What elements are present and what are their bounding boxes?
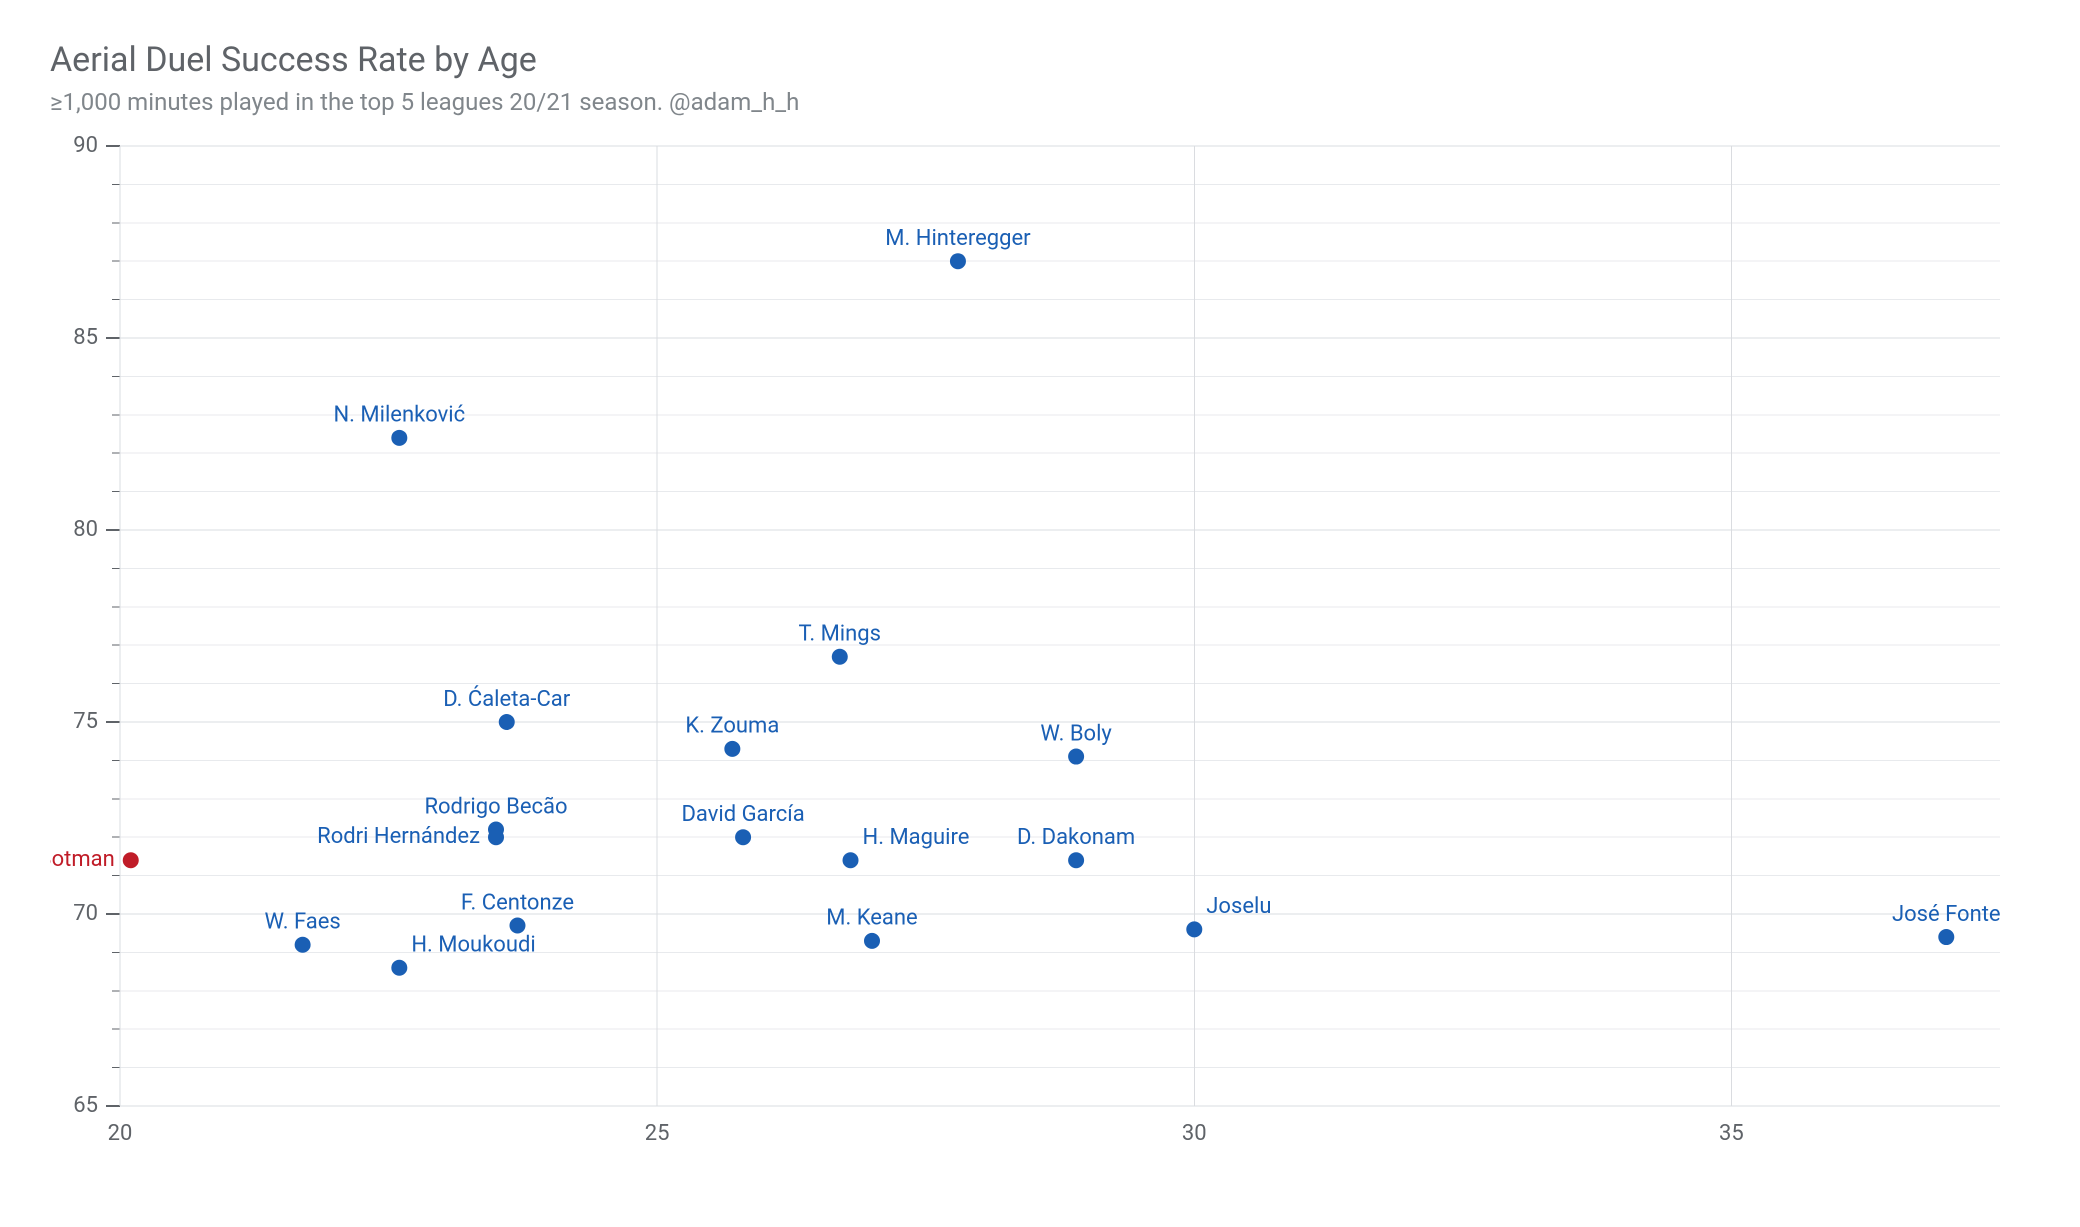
data-point bbox=[950, 253, 966, 269]
data-label: N. Milenković bbox=[333, 403, 465, 428]
y-tick-label: 80 bbox=[73, 517, 98, 542]
y-tick-label: 65 bbox=[73, 1093, 98, 1118]
data-label: D. Ćaleta-Car bbox=[443, 685, 570, 712]
data-point bbox=[843, 852, 859, 868]
data-label: W. Faes bbox=[265, 910, 341, 935]
data-point bbox=[499, 714, 515, 730]
data-label: S. Botman bbox=[50, 847, 115, 872]
plot-svg: 65 70 75 80 85 90 20 25 30 35 S. Botman W. Faes H. M… bbox=[50, 136, 2030, 1156]
data-label: Joselu bbox=[1206, 894, 1271, 919]
data-label: K. Zouma bbox=[685, 714, 779, 739]
data-label: T. Mings bbox=[799, 622, 881, 647]
data-point bbox=[1068, 749, 1084, 765]
data-label: F. Centonze bbox=[461, 890, 574, 915]
data-label: M. Hinteregger bbox=[885, 226, 1031, 251]
y-tick-label: 70 bbox=[73, 901, 98, 926]
data-point bbox=[391, 430, 407, 446]
chart-title: Aerial Duel Success Rate by Age bbox=[50, 40, 2030, 80]
x-tick-label: 35 bbox=[1719, 1121, 1744, 1146]
data-label: David García bbox=[681, 802, 804, 827]
chart-subtitle: ≥1,000 minutes played in the top 5 leagu… bbox=[50, 88, 2030, 116]
y-tick-label: 75 bbox=[73, 709, 98, 734]
data-point bbox=[1186, 921, 1202, 937]
data-label: M. Keane bbox=[826, 906, 917, 931]
data-point bbox=[1068, 852, 1084, 868]
x-tick-label: 30 bbox=[1182, 1121, 1207, 1146]
data-label: José Fonte bbox=[1892, 902, 2001, 927]
y-tick-label: 85 bbox=[73, 325, 98, 350]
data-point bbox=[488, 829, 504, 845]
data-point bbox=[123, 852, 139, 868]
data-label: D. Dakonam bbox=[1017, 825, 1135, 850]
data-label: Rodrigo Becão bbox=[424, 794, 567, 819]
data-label: Rodri Hernández bbox=[317, 824, 480, 849]
y-tick-label: 90 bbox=[73, 136, 98, 158]
x-tick-label: 25 bbox=[645, 1121, 670, 1146]
data-label: H. Moukoudi bbox=[411, 933, 535, 958]
scatter-plot: 65 70 75 80 85 90 20 25 30 35 S. Botman W. Faes H. M… bbox=[50, 136, 2030, 1156]
data-point bbox=[509, 918, 525, 934]
data-point bbox=[391, 960, 407, 976]
x-tick-label: 20 bbox=[108, 1121, 133, 1146]
data-point bbox=[1938, 929, 1954, 945]
data-point bbox=[735, 829, 751, 845]
data-point bbox=[832, 649, 848, 665]
data-point bbox=[295, 937, 311, 953]
data-point bbox=[724, 741, 740, 757]
data-point bbox=[864, 933, 880, 949]
data-label: H. Maguire bbox=[863, 825, 970, 850]
data-label: W. Boly bbox=[1040, 721, 1112, 746]
